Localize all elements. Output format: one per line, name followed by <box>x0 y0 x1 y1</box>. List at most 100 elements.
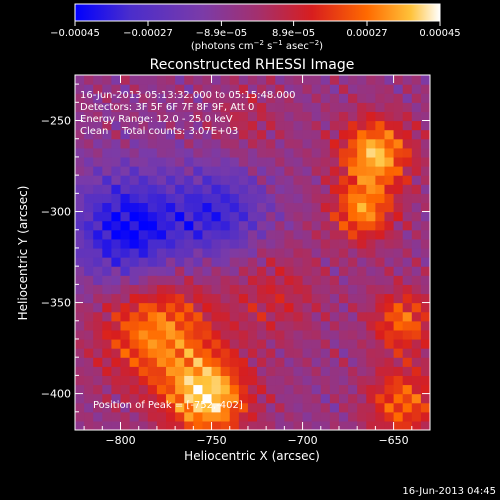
heatmap-cell <box>111 311 122 322</box>
heatmap-cell <box>284 138 295 149</box>
heatmap-cell <box>238 211 249 222</box>
heatmap-cell <box>193 93 204 103</box>
heatmap-cell <box>402 138 413 149</box>
heatmap-cell <box>247 238 258 249</box>
heatmap-cell <box>184 266 194 276</box>
heatmap-cell <box>175 229 185 240</box>
heatmap-cell <box>238 166 249 176</box>
heatmap-cell <box>284 166 295 176</box>
heatmap-cell <box>220 175 231 185</box>
heatmap-cell <box>302 284 313 295</box>
heatmap-cell <box>275 384 285 395</box>
heatmap-cell <box>357 302 367 313</box>
heatmap-cell <box>138 147 149 158</box>
heatmap-cell <box>411 375 422 386</box>
heatmap-cell <box>411 257 422 267</box>
heatmap-cell <box>375 275 386 285</box>
heatmap-cell <box>247 129 258 140</box>
heatmap-cell <box>393 129 404 140</box>
heatmap-cell <box>266 102 276 113</box>
heatmap-cell <box>211 311 222 322</box>
heatmap-cell <box>138 302 149 313</box>
heatmap-cell <box>275 302 285 313</box>
heatmap-cell <box>220 147 231 158</box>
heatmap-cell <box>175 320 185 331</box>
heatmap-cell <box>311 193 322 204</box>
heatmap-cell <box>348 266 358 276</box>
heatmap-cell <box>357 420 367 430</box>
heatmap-cell <box>175 247 185 258</box>
heatmap-cell <box>293 311 304 322</box>
heatmap-cell <box>411 138 422 149</box>
heatmap-cell <box>220 338 231 349</box>
heatmap-cell <box>275 166 285 176</box>
heatmap-cell <box>75 402 85 413</box>
heatmap-cell <box>147 257 158 267</box>
heatmap-cell <box>238 156 249 167</box>
heatmap-cell <box>266 147 276 158</box>
heatmap-cell <box>193 129 204 140</box>
heatmap-cell <box>102 284 113 295</box>
heatmap-cell <box>193 229 204 240</box>
heatmap-cell <box>138 138 149 149</box>
heatmap-cell <box>266 129 276 140</box>
heatmap-cell <box>229 275 240 285</box>
heatmap-cell <box>102 257 113 267</box>
heatmap-cell <box>348 111 358 122</box>
heatmap-cell <box>302 384 313 395</box>
heatmap-cell <box>293 175 304 185</box>
heatmap-cell <box>184 84 194 94</box>
heatmap-cell <box>175 411 185 422</box>
heatmap-cell <box>102 156 113 167</box>
heatmap-cell <box>384 138 395 149</box>
heatmap-cell <box>338 293 349 304</box>
heatmap-cell <box>120 420 131 430</box>
heatmap-cell <box>320 266 331 276</box>
heatmap-cell <box>320 393 331 404</box>
heatmap-cell <box>175 193 185 204</box>
heatmap-cell <box>302 175 313 185</box>
heatmap-cell <box>84 211 94 222</box>
heatmap-cell <box>420 229 430 240</box>
heatmap-cell <box>238 120 249 131</box>
heatmap-cell <box>366 102 376 113</box>
heatmap-cell <box>348 166 358 176</box>
heatmap-cell <box>411 129 422 140</box>
heatmap-cell <box>420 293 430 304</box>
heatmap-cell <box>120 175 131 185</box>
heatmap-cell <box>129 229 140 240</box>
heatmap-cell <box>302 366 313 376</box>
heatmap-cell <box>120 402 131 413</box>
heatmap-cell <box>329 175 340 185</box>
heatmap-cell <box>302 311 313 322</box>
heatmap-cell <box>275 175 285 185</box>
heatmap-cell <box>175 75 185 85</box>
heatmap-cell <box>75 357 85 367</box>
heatmap-cell <box>229 302 240 313</box>
heatmap-cell <box>357 257 367 267</box>
heatmap-cell <box>302 202 313 213</box>
heatmap-cell <box>120 293 131 304</box>
heatmap-cell <box>75 138 85 149</box>
heatmap-cell <box>229 102 240 113</box>
heatmap-cell <box>193 384 204 395</box>
heatmap-cell <box>338 184 349 194</box>
heatmap-cell <box>220 366 231 376</box>
heatmap-cell <box>202 193 213 204</box>
heatmap-cell <box>93 375 103 386</box>
heatmap-cell <box>166 311 176 322</box>
heatmap-cell <box>93 175 103 185</box>
heatmap-cell <box>348 348 358 358</box>
heatmap-cell <box>84 138 94 149</box>
heatmap-cell <box>384 193 395 204</box>
heatmap-cell <box>329 329 340 340</box>
heatmap-cell <box>266 220 276 231</box>
heatmap-cell <box>338 284 349 295</box>
heatmap-cell <box>211 257 222 267</box>
heatmap-cell <box>402 193 413 204</box>
heatmap-cell <box>402 311 413 322</box>
heatmap-cell <box>129 175 140 185</box>
heatmap-cell <box>320 320 331 331</box>
heatmap-cell <box>202 293 213 304</box>
heatmap-cell <box>420 202 430 213</box>
